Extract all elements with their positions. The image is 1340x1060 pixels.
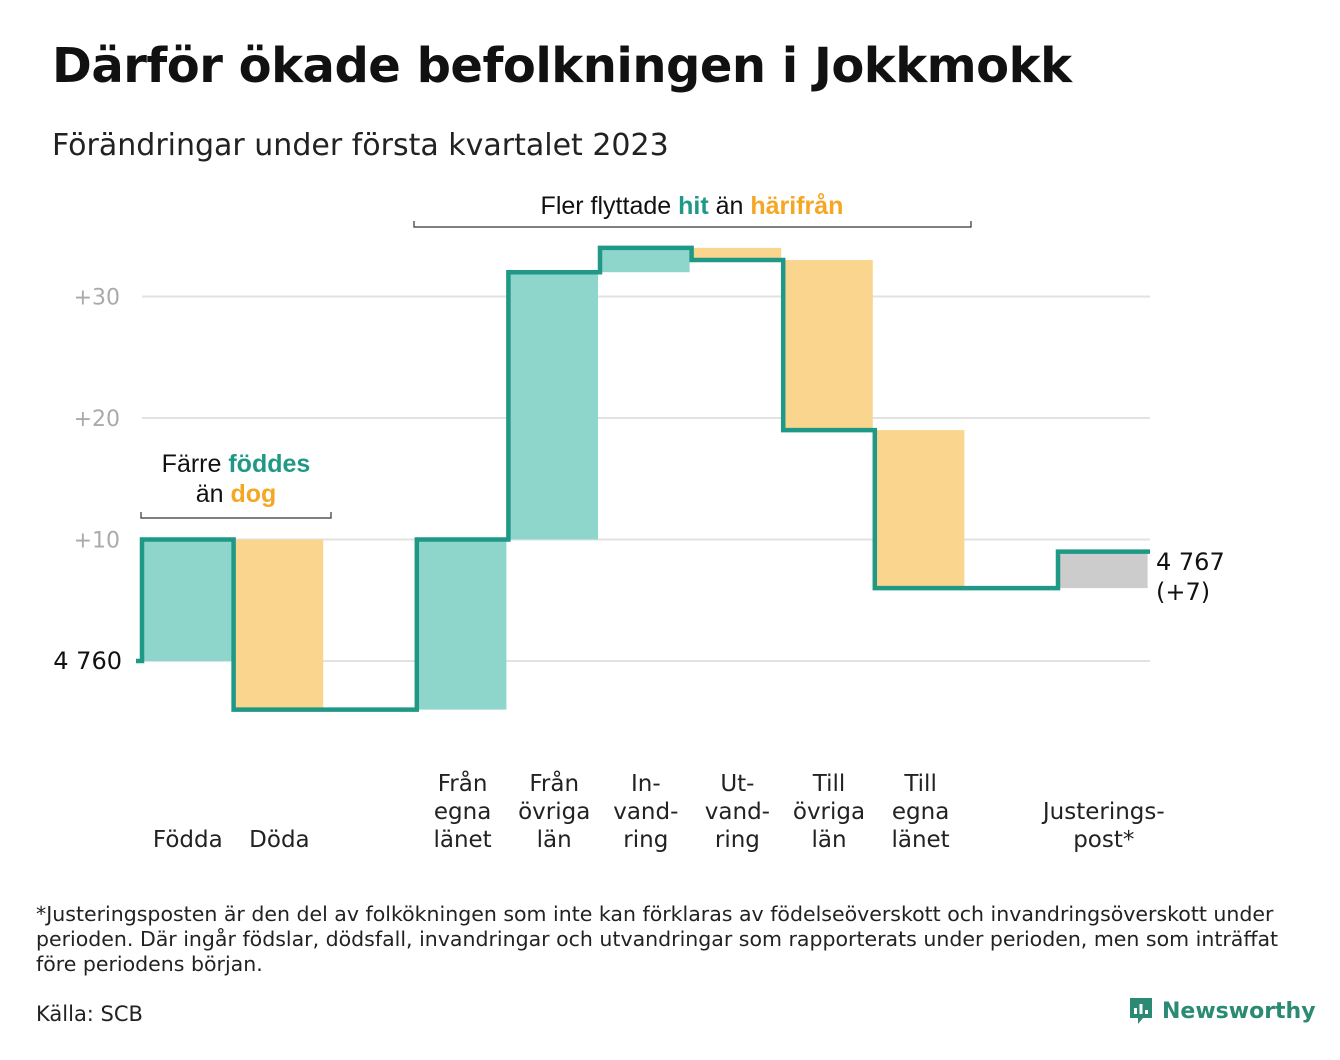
chart-title: Därför ökade befolkningen i Jokkmokk bbox=[52, 38, 1072, 94]
y-tick-label: +10 bbox=[74, 529, 120, 554]
category-label: Ut-vand-ring bbox=[705, 771, 770, 853]
births-annotation-bracket bbox=[140, 512, 332, 519]
end-change-label: (+7) bbox=[1156, 578, 1210, 606]
waterfall-bar bbox=[1060, 551, 1148, 589]
end-value-label: 4 767 bbox=[1156, 548, 1225, 576]
category-label: In-vand-ring bbox=[613, 771, 678, 853]
footnote: *Justeringsposten är den del av folkökni… bbox=[36, 902, 1279, 976]
category-label: Till övriga län bbox=[793, 771, 865, 853]
category-label: Från egna länet bbox=[433, 769, 491, 853]
waterfall-bar bbox=[418, 539, 507, 710]
category-label: Döda bbox=[249, 827, 309, 853]
waterfall-bar bbox=[510, 272, 598, 540]
moves-annotation-bracket bbox=[413, 221, 972, 228]
waterfall-bar bbox=[785, 260, 873, 431]
category-label: Till egna länet bbox=[891, 771, 949, 853]
start-value-label: 4 760 bbox=[53, 647, 122, 675]
category-label: Justerings-post* bbox=[1041, 799, 1165, 853]
births-annotation-line2: än dog bbox=[196, 480, 277, 508]
newsworthy-logo-icon bbox=[1130, 998, 1152, 1024]
y-tick-label: +20 bbox=[74, 407, 120, 432]
chart-subtitle: Förändringar under första kvartalet 2023 bbox=[52, 128, 669, 163]
population-step-line bbox=[136, 245, 1150, 712]
waterfall-bar bbox=[876, 430, 965, 589]
waterfall-bar bbox=[235, 539, 324, 710]
births-annotation-line1: Färre föddes bbox=[162, 450, 311, 478]
source-note: Källa: SCB bbox=[36, 1002, 143, 1026]
y-tick-label: +30 bbox=[74, 286, 120, 311]
waterfall-bar bbox=[602, 247, 690, 273]
waterfall-bar bbox=[693, 247, 782, 261]
waterfall-chart: +10 +20 +30 4 760 Födda Döda Från egna länet Från… bbox=[53, 192, 1225, 853]
brand-logo: Newsworthy bbox=[1128, 996, 1316, 1026]
moves-annotation: Fler flyttade hit än härifrån bbox=[541, 192, 844, 220]
waterfall-bar bbox=[144, 539, 232, 661]
category-label: Födda bbox=[153, 827, 223, 853]
category-label: Från övriga län bbox=[518, 769, 590, 853]
brand-name: Newsworthy bbox=[1162, 998, 1316, 1024]
